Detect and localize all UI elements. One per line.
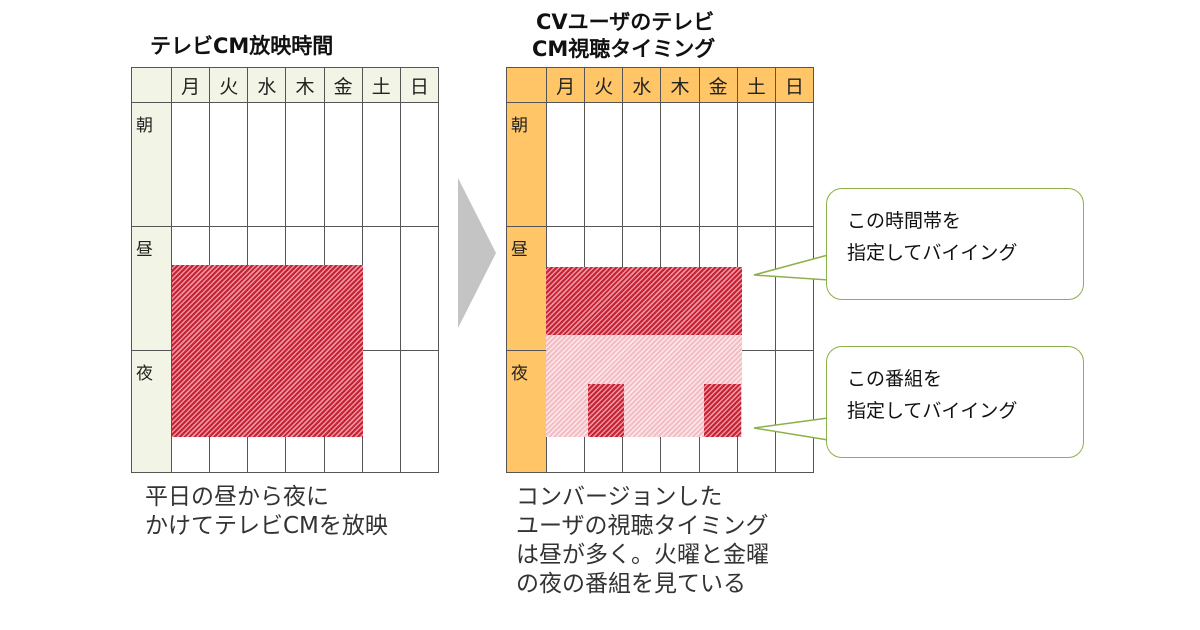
bubble-program: この番組を 指定してバイイング (826, 346, 1084, 458)
day-header-fri: 金 (323, 67, 363, 103)
right-tue-night-program (588, 384, 624, 437)
right-noon-viewing-area (546, 267, 742, 335)
right-title-line1: CVユーザのテレビ (536, 10, 715, 34)
right-caption: コンバージョンした ユーザの視聴タイミング は昼が多く。火曜と金曜 の夜の番組を… (516, 484, 769, 597)
row-label-night: 夜 (506, 350, 547, 473)
day-header-thu: 木 (285, 67, 325, 103)
right-arrow-icon (458, 178, 496, 328)
day-header-sun: 日 (774, 67, 815, 103)
day-header-wed: 水 (622, 67, 662, 103)
row-label-noon: 昼 (131, 226, 172, 351)
right-title-line2: CM視聴タイミング (532, 37, 716, 61)
left-title: テレビCM放映時間 (150, 34, 334, 58)
bubble-pointer-time-slot (753, 254, 829, 281)
grid-corner (131, 67, 172, 103)
row-label-morning: 朝 (506, 102, 547, 227)
day-header-sat: 土 (361, 67, 401, 103)
bubble-time-slot: この時間帯を 指定してバイイング (826, 188, 1084, 300)
day-header-wed: 水 (247, 67, 287, 103)
right-fri-night-program (704, 384, 741, 437)
day-header-sat: 土 (736, 67, 776, 103)
left-cm-airtime-area (172, 265, 363, 437)
row-label-night: 夜 (131, 350, 172, 473)
bubble-pointer-program (753, 417, 829, 441)
left-caption: 平日の昼から夜に かけてテレビCMを放映 (145, 484, 388, 539)
day-header-tue: 火 (584, 67, 624, 103)
day-header-thu: 木 (660, 67, 700, 103)
